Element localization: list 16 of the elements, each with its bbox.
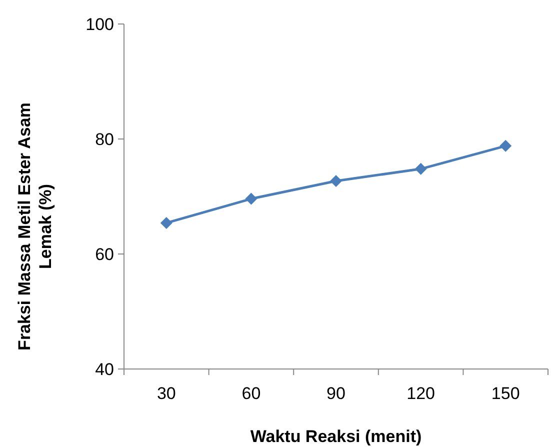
- y-axis-title: Fraksi Massa Metil Ester Asam Lemak (%): [15, 102, 55, 350]
- point: [245, 192, 258, 205]
- x-tick-label: 90: [326, 384, 346, 403]
- x-tick-label: 120: [406, 384, 435, 403]
- x-tick-label: 30: [156, 384, 176, 403]
- point: [330, 174, 342, 187]
- point: [500, 140, 512, 152]
- point: [160, 216, 172, 229]
- y-tick-label: 40: [95, 360, 114, 379]
- x-tick-label: 150: [491, 384, 520, 403]
- x-tick-label: 60: [242, 384, 261, 403]
- y-tick-label: 60: [95, 244, 114, 264]
- y-tick-label: 100: [86, 14, 114, 34]
- point: [414, 162, 427, 175]
- y-tick-label: 80: [95, 130, 114, 149]
- x-axis-title: Waktu Reaksi (menit): [250, 427, 422, 446]
